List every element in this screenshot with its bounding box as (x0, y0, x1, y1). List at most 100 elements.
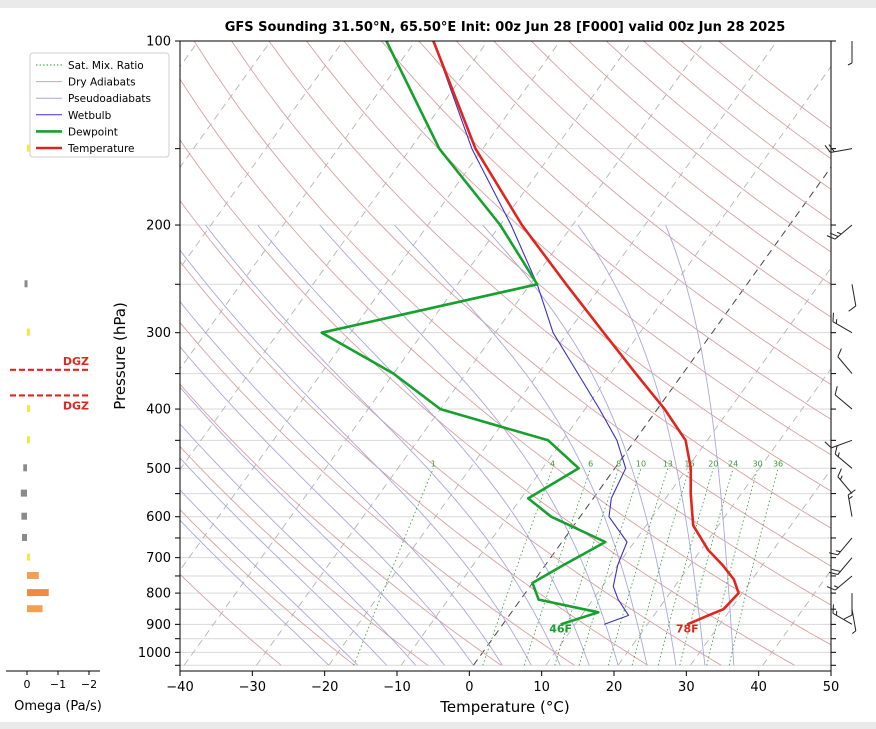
dry-adiabat (568, 41, 831, 253)
isotherm-line (180, 41, 489, 471)
mixing-ratio-line (608, 468, 669, 666)
wind-barb-flag (824, 144, 831, 153)
wind-barb-half-flag (833, 585, 839, 588)
mixing-ratio-line (679, 468, 734, 666)
mixing-ratio-line (657, 468, 714, 666)
x-tick-label: 0 (465, 680, 473, 695)
x-tick-label: −10 (383, 680, 410, 695)
omega-bar (27, 553, 30, 561)
omega-bar (27, 328, 30, 336)
pseudoadiabat (180, 386, 445, 666)
wind-barb-staff (834, 575, 853, 591)
pseudoadiabat (180, 249, 532, 666)
wind-barb-half-flag (851, 630, 857, 634)
wind-barb-flag (832, 312, 834, 322)
mixing-ratio-label: 20 (708, 459, 718, 468)
y-tick-label: 600 (146, 510, 171, 525)
y-tick-label: 800 (146, 587, 171, 602)
dry-adiabat (605, 41, 831, 221)
isotherm-line (256, 41, 706, 666)
omega-bar (24, 280, 28, 288)
omega-bar (21, 512, 27, 520)
y-tick-label: 900 (146, 618, 171, 633)
pseudoadiabat (180, 489, 359, 666)
isotherm-line (835, 41, 876, 665)
wind-barb-flag (829, 232, 839, 238)
wind-barb-half-flag (837, 452, 840, 457)
isotherm-line (180, 41, 344, 269)
wind-barb-flag (837, 468, 842, 477)
dry-adiabat (455, 41, 831, 351)
wind-barb (848, 284, 857, 312)
mixing-ratio-line (482, 468, 553, 666)
x-tick-label: 50 (823, 680, 840, 695)
pseudoadiabat (180, 457, 387, 666)
pseudoadiabat (180, 300, 503, 666)
dry-adiabat (530, 41, 831, 285)
profiles: 46F 78F (320, 41, 740, 635)
isotherm-line (180, 41, 416, 370)
mixing-ratio-line (728, 468, 779, 666)
pseudoadiabat (205, 224, 561, 666)
wind-barb (832, 312, 853, 334)
mixing-ratio-line (578, 468, 642, 666)
dry-adiabat (381, 41, 831, 420)
y-axis-label: Pressure (hPa) (111, 302, 129, 410)
mixing-ratio-label: 30 (753, 459, 763, 468)
wind-barb (847, 489, 856, 517)
mixing-ratio-line (554, 468, 620, 666)
omega-tick-label: −2 (81, 678, 97, 691)
mixing-ratio-line (353, 468, 434, 666)
wind-barb (826, 224, 853, 240)
y-tick-label: 700 (146, 551, 171, 566)
wind-barb (843, 593, 853, 620)
wind-barb-staff (837, 356, 853, 374)
wind-barb-flag (824, 441, 832, 449)
wind-barb-half-flag (835, 610, 838, 616)
x-tick-label: −20 (311, 680, 338, 695)
mixing-ratio-line (523, 468, 591, 666)
pseudoadiabat (180, 519, 330, 666)
pseudoadiabat (482, 224, 677, 666)
legend-label: Pseudoadiabats (68, 93, 151, 105)
omega-bar (27, 144, 30, 152)
wind-barb (832, 604, 853, 625)
wind-barb-staff (834, 453, 853, 469)
wind-barb-half-flag (839, 475, 843, 481)
chart-title: GFS Sounding 31.50°N, 65.50°E Init: 00z … (225, 20, 786, 35)
pseudoadiabat (180, 346, 474, 666)
isotherm-line (545, 267, 831, 666)
wind-barb-flag (834, 386, 838, 396)
wind-barb-flag (829, 571, 838, 575)
wind-barb-staff (831, 439, 853, 449)
dgz-label: DGZ (63, 399, 89, 412)
wind-barb (834, 445, 853, 469)
wind-barb (834, 386, 853, 410)
mixing-ratio-label: 8 (616, 459, 621, 468)
zero-isotherm (473, 166, 831, 666)
wind-barb-flag (834, 445, 838, 455)
x-tick-label: −40 (166, 680, 193, 695)
wind-barb-flag (828, 144, 835, 153)
mixing-ratio-label: 36 (773, 459, 783, 468)
omega-bar (22, 533, 27, 541)
omega-tick-label: −1 (50, 678, 66, 691)
mixing-ratio-label: 13 (663, 459, 673, 468)
dry-adiabat (180, 445, 429, 666)
wind-barb-flag (843, 614, 853, 620)
mixing-ratio-label: 6 (588, 459, 593, 468)
legend-label: Sat. Mix. Ratio (68, 60, 144, 72)
x-tick-label: 20 (606, 680, 623, 695)
wind-barb-flag (826, 235, 836, 240)
legend-label: Dry Adiabats (68, 77, 136, 89)
y-tick-label: 1000 (138, 646, 171, 661)
legend-label: Temperature (67, 143, 135, 155)
pseudoadiabat (180, 423, 416, 666)
wind-barb (826, 575, 853, 591)
dry-adiabat (231, 41, 831, 567)
y-tick-label: 200 (146, 219, 171, 234)
wind-barb-staff (851, 609, 857, 631)
y-tick-label: 400 (146, 403, 171, 418)
dry-adiabat (180, 509, 355, 666)
